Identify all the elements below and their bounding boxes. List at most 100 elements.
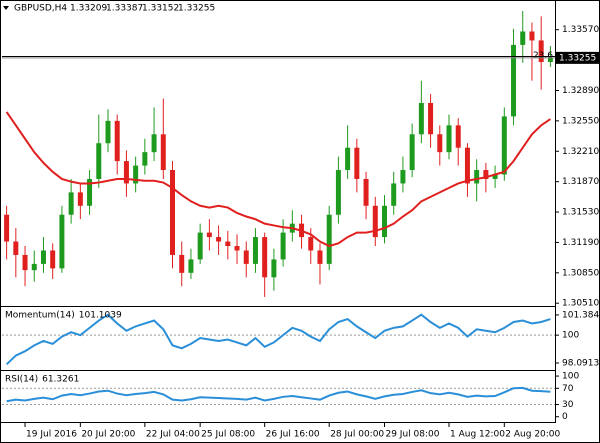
candle-body (271, 259, 277, 278)
candle-body (520, 31, 526, 45)
x-tick-label: 29 Jul 08:00 (385, 430, 439, 440)
y-tick-label: 70 (562, 384, 574, 394)
candle-body (216, 237, 222, 242)
candle-body (77, 192, 83, 206)
indicator-value: 61.3261 (42, 375, 79, 385)
candle-body (446, 125, 452, 153)
candle-body (464, 147, 470, 184)
x-tick-label: 1 Aug 12:00 (450, 430, 505, 440)
ohlc-value: 1.33255 (178, 4, 215, 14)
x-tick-label: 19 Jul 2016 (26, 430, 77, 440)
candle-body (170, 170, 176, 255)
candle-body (123, 161, 129, 184)
x-tick-label: 20 Jul 20:00 (81, 430, 135, 440)
candle-body (372, 205, 378, 238)
candle-body (483, 170, 489, 179)
candle-body (179, 254, 185, 273)
candle-body (206, 232, 212, 238)
chart-title: GBPUSD,H4 (14, 4, 67, 14)
candle-body (151, 134, 157, 153)
candle-body (87, 178, 93, 206)
candle-body (547, 57, 553, 62)
candle-body (538, 40, 544, 62)
candle-body (252, 237, 258, 264)
ohlc-value: 1.33387 (106, 4, 143, 14)
candle-body (492, 174, 498, 179)
candle-body (474, 170, 480, 184)
candle-body (22, 254, 28, 271)
candle-body (308, 237, 314, 251)
price-label: 1.33255 (559, 53, 596, 63)
x-tick-label: 26 Jul 16:00 (266, 430, 320, 440)
candle-body (188, 259, 194, 273)
y-tick-label: 0 (562, 412, 568, 422)
y-tick-label: 101.3843 (562, 310, 600, 320)
candle-body (96, 143, 102, 179)
candle-body (391, 183, 397, 206)
candle-body (59, 214, 65, 269)
candle-body (133, 165, 139, 184)
candle-body (363, 178, 369, 206)
candle-body (225, 241, 231, 247)
candle-body (31, 263, 37, 271)
y-tick-label: 1.32550 (562, 116, 599, 126)
y-tick-label: 1.31190 (562, 238, 599, 248)
candle-body (114, 120, 120, 162)
ohlc-value: 1.33152 (142, 4, 179, 14)
candle-body (262, 237, 268, 278)
candle-body (428, 103, 434, 135)
candle-body (409, 134, 415, 171)
y-tick-label: 1.31530 (562, 208, 599, 218)
indicator-line (5, 313, 551, 366)
fib-label: 23.6 (533, 51, 553, 61)
candle-body (4, 214, 10, 242)
candle-body (326, 214, 332, 264)
candle-body (501, 116, 507, 175)
price-label-box (555, 51, 599, 64)
y-tick-label: 1.33570 (562, 25, 599, 35)
candle-body (243, 250, 249, 264)
candle-body (381, 205, 387, 238)
candle-body (142, 152, 148, 166)
y-tick-label: 1.30510 (562, 299, 599, 309)
candle-body (529, 31, 535, 41)
indicator-title: RSI(14) (5, 375, 38, 385)
moving-average (5, 111, 551, 248)
candle-body (335, 170, 341, 215)
candle-body (68, 192, 74, 215)
candle-body (160, 134, 166, 171)
candle-body (511, 44, 517, 117)
y-tick-label: 100 (562, 372, 579, 382)
candle-body (455, 125, 461, 148)
y-tick-label: 1.30850 (562, 268, 599, 278)
candle-body (354, 147, 360, 179)
y-tick-label: 1.31870 (562, 177, 599, 187)
indicator-line (6, 386, 551, 403)
candle-body (234, 246, 240, 251)
indicator-value: 101.1039 (79, 311, 122, 321)
indicator-title: Momentum(14) (5, 311, 75, 321)
candle-body (400, 170, 406, 184)
candle-body (418, 103, 424, 135)
candle-body (197, 232, 203, 260)
x-tick-label: 28 Jul 00:00 (330, 430, 384, 440)
candle-body (280, 232, 286, 260)
candle-body (105, 120, 111, 144)
y-tick-label: 1.32890 (562, 86, 599, 96)
x-tick-label: 25 Jul 08:00 (201, 430, 255, 440)
candle-body (40, 250, 46, 264)
x-tick-label: 2 Aug 20:00 (505, 430, 560, 440)
ohlc-value: 1.33209 (70, 4, 107, 14)
x-tick-label: 22 Jul 04:00 (146, 430, 200, 440)
y-tick-label: 100 (562, 331, 579, 341)
candle-body (13, 241, 19, 255)
candle-body (345, 147, 351, 171)
candle-body (317, 250, 323, 264)
y-tick-label: 1.32210 (562, 147, 599, 157)
y-tick-label: 98.0913 (562, 358, 599, 368)
y-tick-label: 30 (562, 400, 574, 410)
header-arrow (3, 6, 9, 10)
candle-body (50, 250, 56, 269)
